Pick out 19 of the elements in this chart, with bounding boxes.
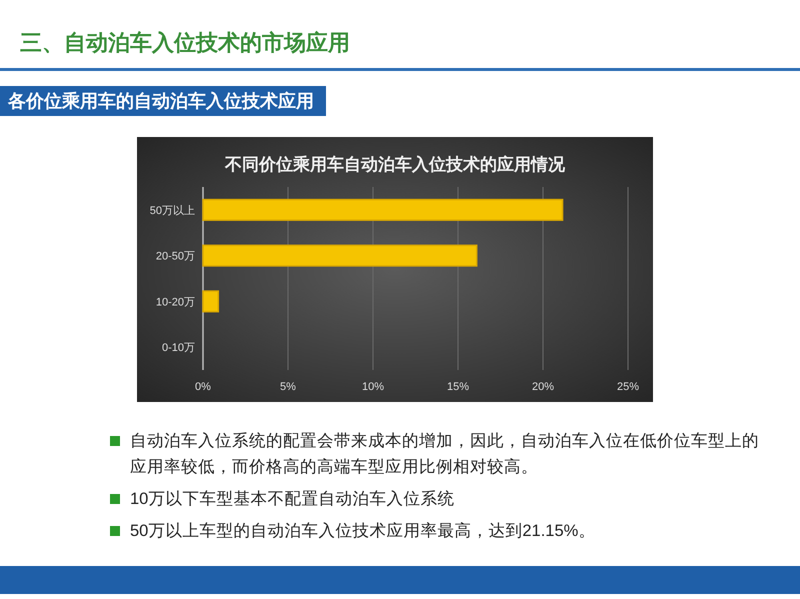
text: 10万以下车型基本不配置自动泊车入位系统: [129, 489, 456, 510]
text: 50万以上车型的自动泊车入位技术应用率最高，达到21.15%。: [129, 521, 596, 542]
text: 三、自动泊车入位技术的市场应用: [20, 29, 350, 57]
x-tick-label: 15%: [446, 381, 470, 393]
bar: [202, 290, 220, 312]
y-tick-label: 50万以上: [150, 204, 195, 217]
y-tick-label: 0-10万: [162, 342, 195, 354]
x-tick-label: 20%: [532, 381, 554, 393]
y-tick-label: 20-50万: [156, 250, 195, 263]
y-tick-label: 10-20万: [156, 296, 195, 308]
bar: [202, 198, 564, 221]
x-tick-label: 25%: [616, 381, 640, 393]
x-tick-label: 0%: [195, 381, 212, 393]
x-tick-label: 5%: [280, 381, 296, 393]
chart-title: 不同价位乘用车自动泊车入位技术的应用情况: [224, 155, 566, 174]
bar: [202, 244, 478, 267]
x-tick-label: 10%: [362, 381, 384, 393]
text: 自动泊车入位系统的配置会带来成本的增加，因此，自动泊车入位在低价位车型上的应用率较低，而价格高的高端车型应用比例相对较高。: [129, 431, 760, 478]
text: 各价位乘用车的自动泊车入位技术应用: [0, 86, 326, 116]
